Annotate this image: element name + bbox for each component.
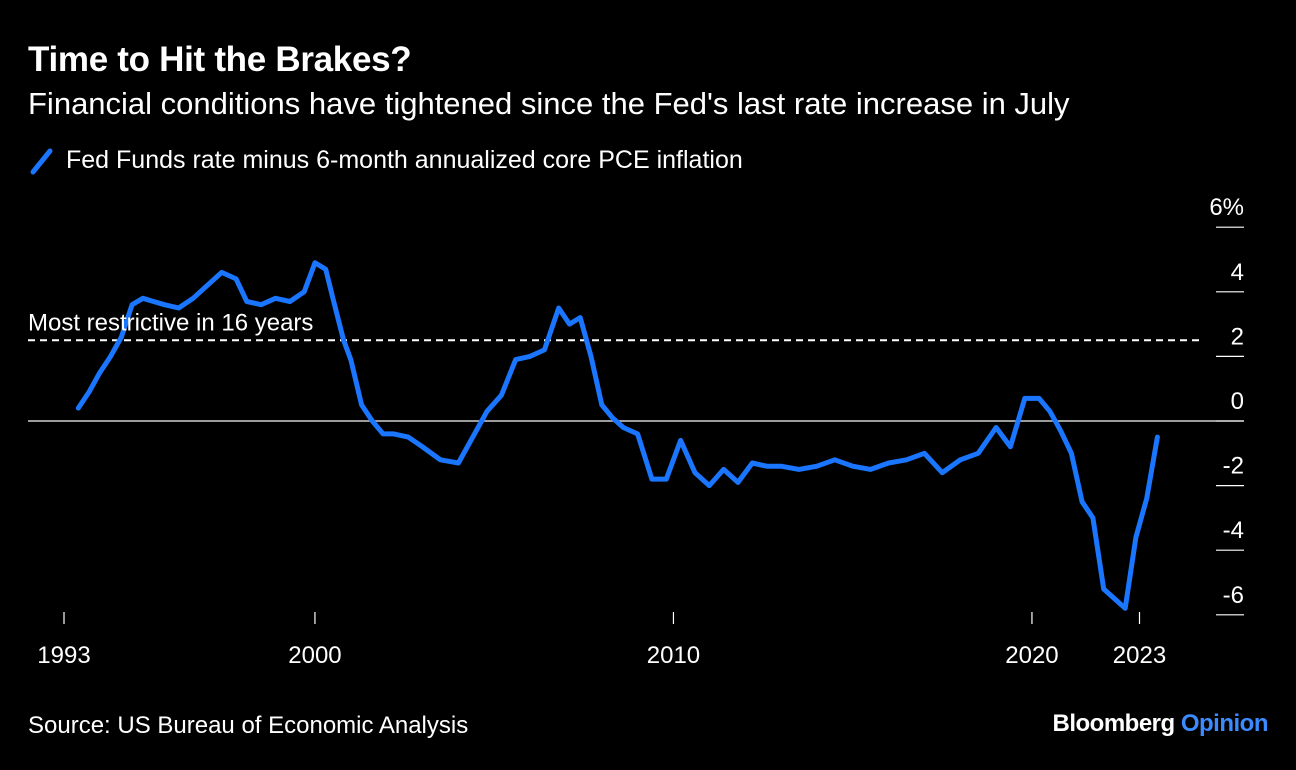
page-subtitle: Financial conditions have tightened sinc… (28, 86, 1070, 121)
y-tick-label: -4 (1223, 517, 1244, 544)
brand-section: Opinion (1180, 710, 1269, 737)
source-note: Source: US Bureau of Economic Analysis (28, 712, 469, 739)
legend-label: Fed Funds rate minus 6-month annualized … (66, 146, 743, 174)
brand-logo: Bloomberg Opinion (1053, 710, 1269, 738)
y-tick-label: 0 (1231, 388, 1244, 415)
y-tick-label: 4 (1231, 259, 1244, 286)
y-tick-label: 6% (1209, 194, 1244, 221)
brand-name: Bloomberg (1052, 710, 1176, 737)
x-tick-label: 2020 (1005, 642, 1058, 669)
x-tick-label: 2010 (647, 642, 700, 669)
x-tick-label: 2023 (1113, 642, 1166, 669)
page-title: Time to Hit the Brakes? (28, 40, 412, 79)
legend-line-icon (30, 148, 53, 174)
series-line-0 (75, 260, 1160, 611)
x-tick-label: 1993 (37, 642, 90, 669)
y-tick-label: -2 (1223, 453, 1244, 480)
y-tick-label: 2 (1231, 323, 1244, 350)
chart-legend: Fed Funds rate minus 6-month annualized … (28, 146, 743, 175)
reference-line-label: Most restrictive in 16 years (28, 309, 313, 336)
y-tick-label: -6 (1223, 582, 1244, 609)
x-tick-label: 2000 (288, 642, 341, 669)
